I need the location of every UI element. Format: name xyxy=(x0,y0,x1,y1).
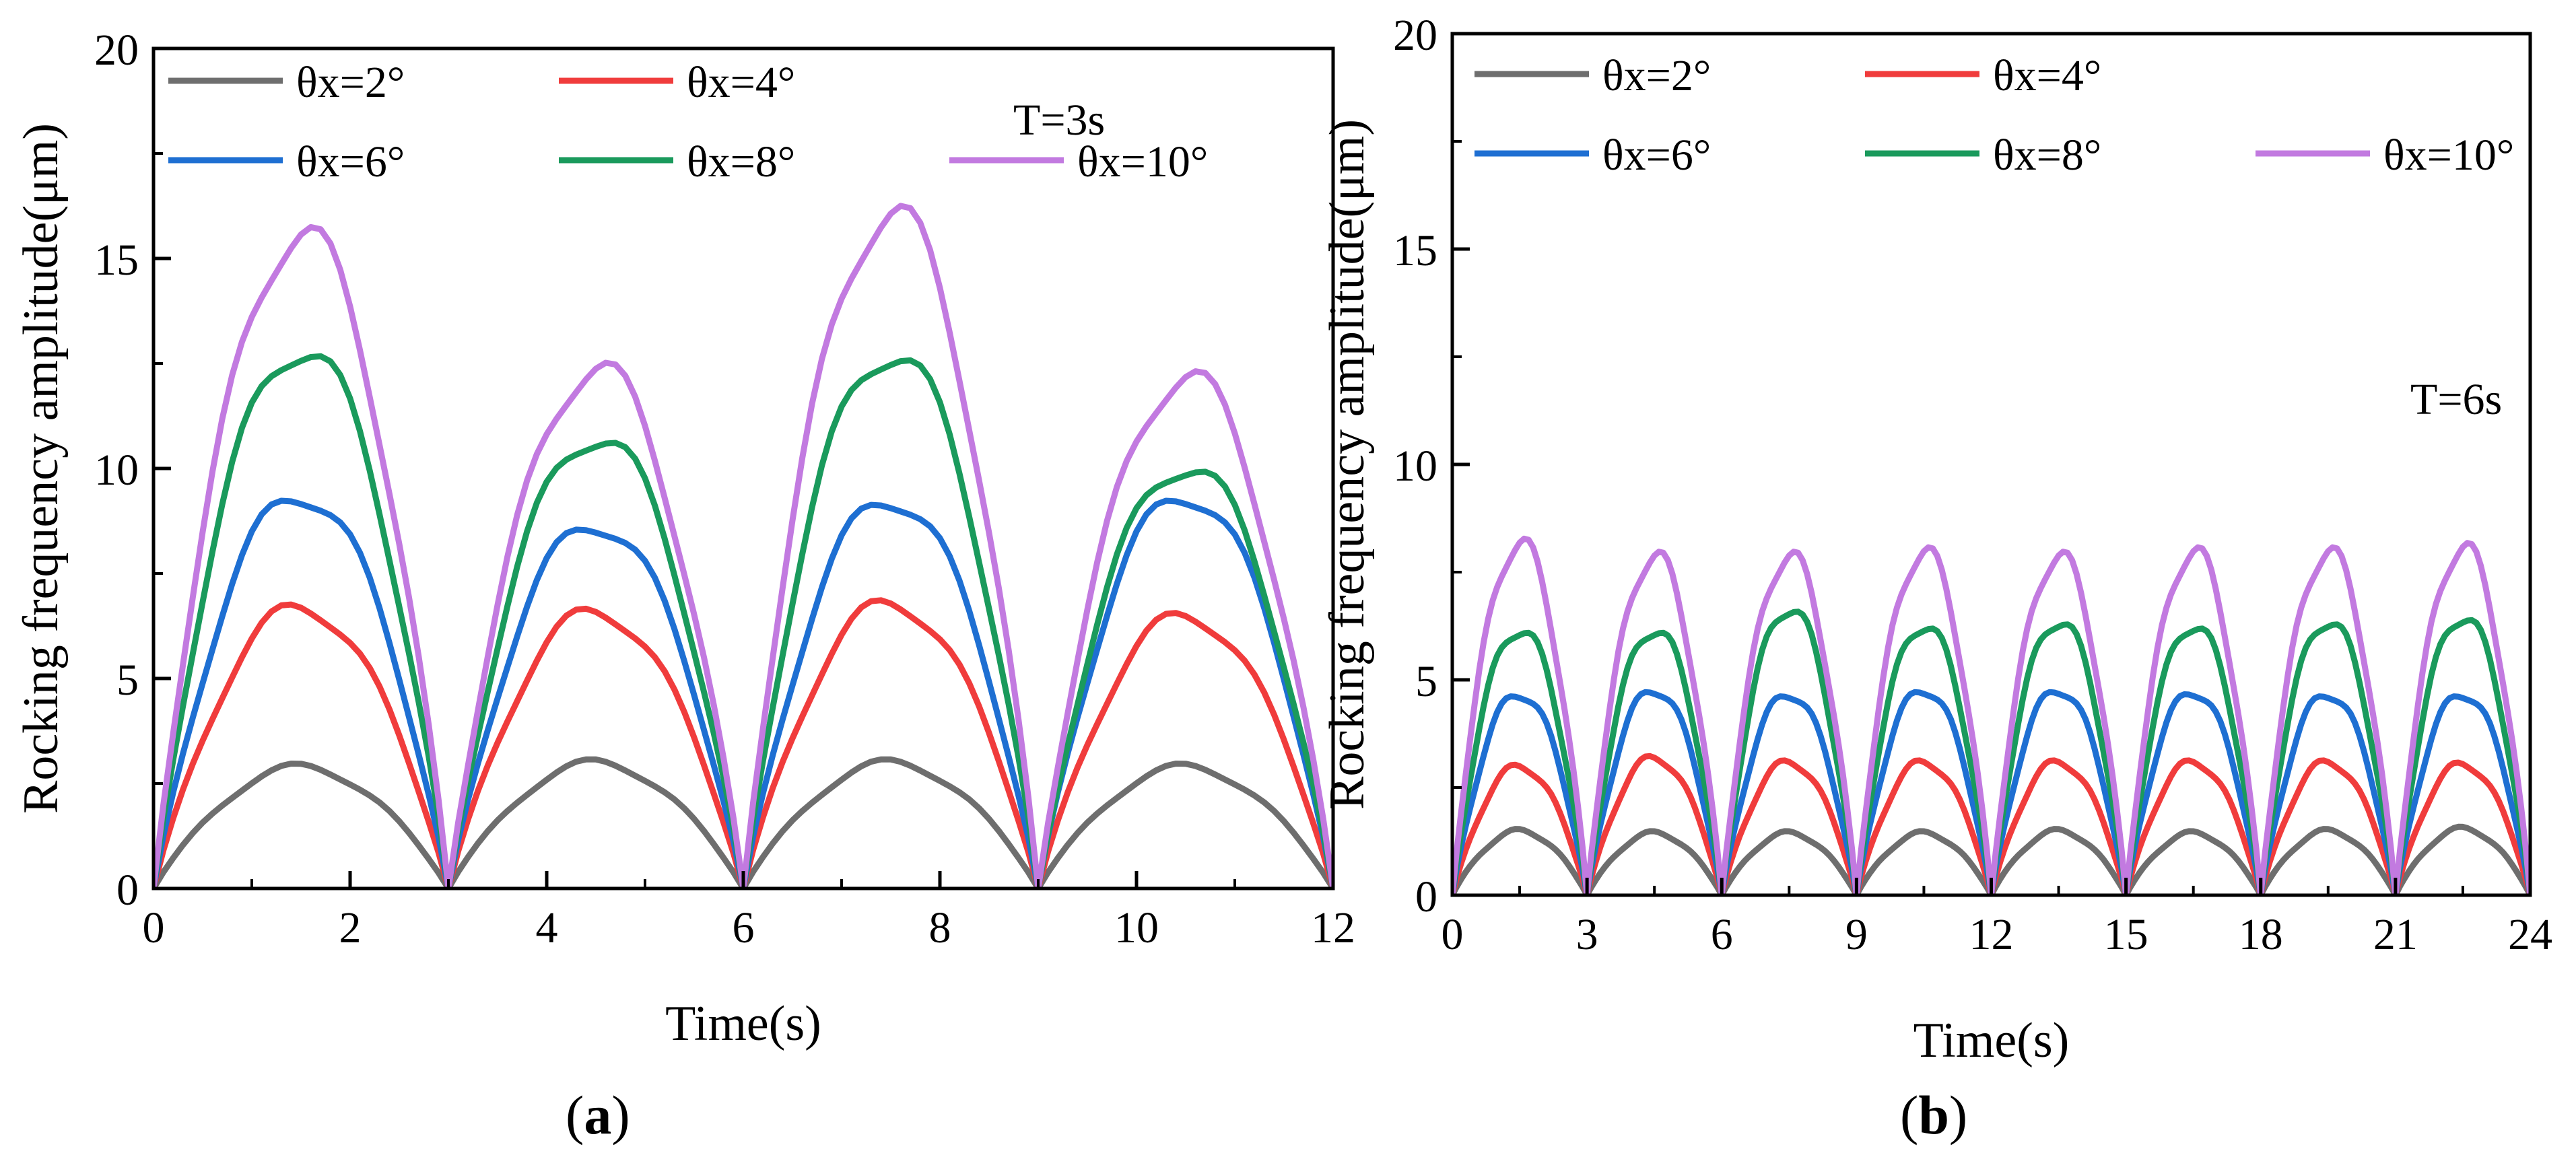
series-line-theta2-a xyxy=(154,756,1333,888)
series-line-theta6-a xyxy=(154,497,1333,888)
x-tick-label-b-6: 18 xyxy=(2239,910,2283,959)
legend-label-theta4-a: θx=4° xyxy=(687,58,795,107)
legend-label-theta8-a: θx=8° xyxy=(687,137,795,186)
legend-label-theta10-b: θx=10° xyxy=(2383,131,2514,180)
y-axis-label-a: Rocking frequency amplitude(μm) xyxy=(13,123,69,814)
x-tick-label-b-1: 3 xyxy=(1576,910,1598,959)
x-tick-label-b-7: 21 xyxy=(2373,910,2418,959)
x-tick-label-a-2: 4 xyxy=(536,903,558,952)
x-tick-label-b-5: 15 xyxy=(2104,910,2148,959)
y-tick-label-a-4: 20 xyxy=(94,26,139,75)
legend-label-theta8-b: θx=8° xyxy=(1993,131,2101,180)
x-tick-label-a-3: 6 xyxy=(733,903,755,952)
period-annotation-a: T=3s xyxy=(1013,96,1105,145)
y-tick-label-b-4: 20 xyxy=(1393,11,1437,60)
chart-panel-a: 0 2 4 6 8 10 12 0 5 10 15 20 Time(s) Rocking frequenc… xyxy=(13,26,1355,1051)
series-line-theta10-a xyxy=(154,203,1333,888)
x-tick-label-b-4: 12 xyxy=(1969,910,2014,959)
y-tick-label-a-2: 10 xyxy=(94,446,139,495)
x-tick-label-a-1: 2 xyxy=(339,903,362,952)
panel-b-caption: (b) xyxy=(1900,1084,1968,1146)
x-axis-label-a: Time(s) xyxy=(665,996,821,1051)
x-tick-label-b-2: 6 xyxy=(1711,910,1733,959)
series-line-theta4-b xyxy=(1452,753,2530,895)
y-tick-label-b-2: 10 xyxy=(1393,442,1437,491)
x-tick-label-a-6: 12 xyxy=(1311,903,1355,952)
series-line-theta8-a xyxy=(154,353,1333,888)
x-tick-label-a-5: 10 xyxy=(1114,903,1159,952)
y-axis-label-b: Rocking frequency amplitude(μm) xyxy=(1320,119,1375,810)
legend-label-theta10-a: θx=10° xyxy=(1077,137,1208,186)
panel-a-label: a xyxy=(584,1084,612,1146)
series-group-a xyxy=(154,203,1333,888)
y-tick-label-b-3: 15 xyxy=(1393,226,1437,275)
y-tick-label-b-0: 0 xyxy=(1415,872,1437,921)
legend-label-theta6-a: θx=6° xyxy=(296,137,405,186)
y-tick-label-a-0: 0 xyxy=(116,866,139,915)
x-tick-label-a-0: 0 xyxy=(143,903,165,952)
series-line-theta6-b xyxy=(1452,689,2530,895)
period-annotation-b: T=6s xyxy=(2410,375,2502,424)
series-line-theta4-a xyxy=(154,597,1333,888)
legend-label-theta6-b: θx=6° xyxy=(1602,131,1711,180)
chart-panel-b: 0 3 6 9 12 15 18 21 24 0 5 10 15 20 Time(s) Rocking fre… xyxy=(1320,11,2552,1068)
x-axis-label-b: Time(s) xyxy=(1913,1013,2070,1068)
y-tick-label-a-1: 5 xyxy=(116,656,139,705)
y-tick-label-a-3: 15 xyxy=(94,236,139,285)
x-tick-label-b-8: 24 xyxy=(2508,910,2552,959)
series-line-theta8-b xyxy=(1452,608,2530,895)
x-tick-label-a-4: 8 xyxy=(929,903,951,952)
x-tick-label-b-0: 0 xyxy=(1442,910,1464,959)
panel-a-caption: (a) xyxy=(566,1084,630,1146)
series-line-theta10-b xyxy=(1452,535,2530,895)
panel-b-label: b xyxy=(1918,1084,1949,1146)
legend-label-theta4-b: θx=4° xyxy=(1993,51,2101,100)
series-line-theta2-b xyxy=(1452,823,2530,895)
x-tick-label-b-3: 9 xyxy=(1845,910,1868,959)
y-tick-label-b-1: 5 xyxy=(1415,657,1437,706)
legend-label-theta2-b: θx=2° xyxy=(1602,51,1711,100)
series-group-b xyxy=(1452,535,2530,895)
legend-label-theta2-a: θx=2° xyxy=(296,58,405,107)
